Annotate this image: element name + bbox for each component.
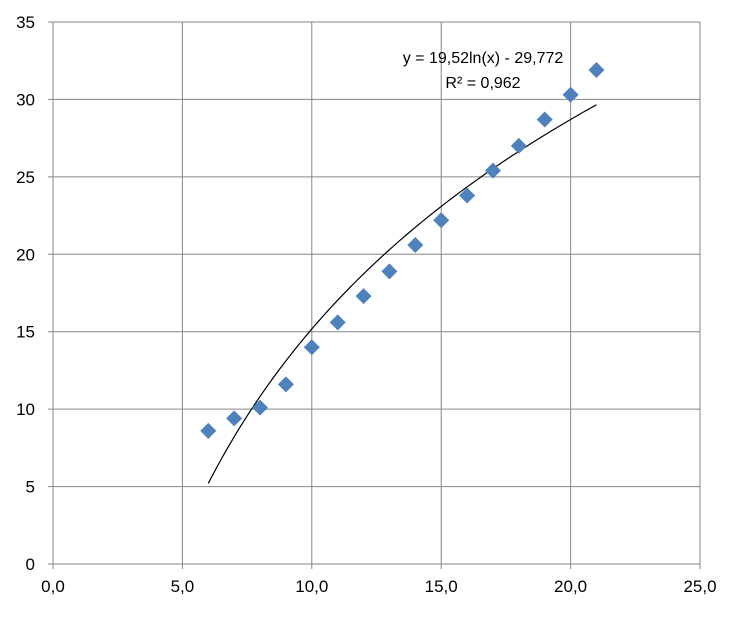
x-tick-label: 5,0	[171, 577, 195, 596]
data-point	[510, 137, 527, 154]
data-point	[459, 187, 476, 204]
y-tick-label: 15	[16, 323, 35, 342]
x-tick-label: 20,0	[554, 577, 587, 596]
tick-labels: 0,0 5,0 10,0 15,0 20,0 25,0 0 5 10 15 20 25 30 35	[16, 13, 716, 596]
data-point	[562, 86, 579, 103]
data-point	[200, 422, 217, 439]
data-point	[407, 236, 424, 253]
y-tick-label: 20	[16, 245, 35, 264]
x-tick-label: 25,0	[683, 577, 716, 596]
y-tick-label: 35	[16, 13, 35, 32]
data-point	[355, 288, 372, 305]
r-squared-text: R² = 0,962	[445, 75, 520, 92]
data-point	[588, 62, 605, 79]
data-point	[226, 410, 243, 427]
x-tick-label: 10,0	[295, 577, 328, 596]
axes	[48, 21, 701, 569]
data-point	[303, 339, 320, 356]
x-tick-label: 15,0	[425, 577, 458, 596]
trendline-equation: y = 19,52ln(x) - 29,772 R² = 0,962	[403, 50, 564, 92]
gridlines	[53, 21, 701, 564]
trendline	[207, 104, 597, 484]
data-point	[484, 162, 501, 179]
data-points	[200, 62, 605, 439]
data-point	[536, 111, 553, 128]
y-tick-label: 30	[16, 90, 35, 109]
data-point	[277, 376, 294, 393]
y-tick-label: 10	[16, 400, 35, 419]
y-tick-label: 5	[26, 478, 35, 497]
x-tick-label: 0,0	[41, 577, 65, 596]
data-point	[252, 399, 269, 416]
data-point	[433, 212, 450, 229]
trendline-equation-text: y = 19,52ln(x) - 29,772	[403, 50, 564, 67]
trendline-path	[207, 104, 597, 484]
data-point	[329, 314, 346, 331]
y-tick-label: 25	[16, 168, 35, 187]
y-tick-label: 0	[26, 555, 35, 574]
data-point	[381, 263, 398, 280]
